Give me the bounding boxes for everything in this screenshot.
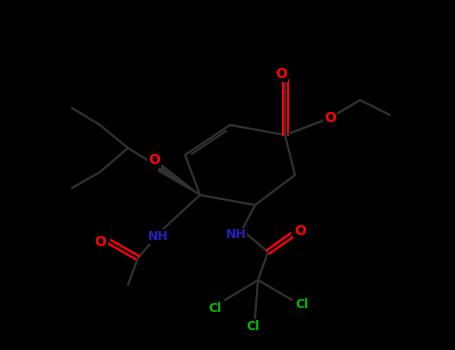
Text: O: O <box>324 111 336 125</box>
Text: NH: NH <box>226 229 246 241</box>
Text: O: O <box>294 224 306 238</box>
Text: Cl: Cl <box>246 321 260 334</box>
Text: Cl: Cl <box>295 299 308 312</box>
Text: O: O <box>275 67 287 81</box>
Text: O: O <box>148 153 160 167</box>
Text: O: O <box>94 235 106 249</box>
Text: Cl: Cl <box>208 301 222 315</box>
Text: NH: NH <box>147 230 168 243</box>
Polygon shape <box>158 165 200 195</box>
